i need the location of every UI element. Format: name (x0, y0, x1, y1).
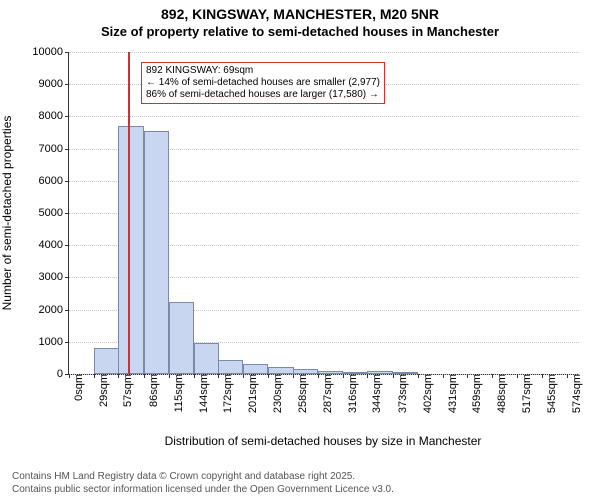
x-tick-label: 545sqm (542, 374, 558, 413)
x-tick-label: 230sqm (268, 374, 284, 413)
y-tick-label: 6000 (39, 175, 69, 187)
x-tick-label: 316sqm (343, 374, 359, 413)
histogram-bar (218, 360, 243, 374)
chart-title-sub: Size of property relative to semi-detach… (0, 24, 600, 39)
histogram-bar (194, 343, 219, 374)
x-tick-label: 0sqm (69, 374, 85, 401)
y-tick-label: 1000 (39, 336, 69, 348)
y-tick-label: 10000 (32, 46, 69, 58)
annotation-line: 86% of semi-detached houses are larger (… (146, 89, 380, 101)
x-tick-label: 57sqm (118, 374, 134, 407)
x-tick-label: 574sqm (567, 374, 583, 413)
gridline (69, 52, 579, 53)
x-tick-label: 258sqm (293, 374, 309, 413)
x-tick-label: 373sqm (393, 374, 409, 413)
x-tick-label: 517sqm (517, 374, 533, 413)
annotation-box: 892 KINGSWAY: 69sqm← 14% of semi-detache… (141, 62, 385, 104)
x-tick-label: 144sqm (194, 374, 210, 413)
x-tick-label: 431sqm (443, 374, 459, 413)
footer-line-2: Contains public sector information licen… (12, 483, 394, 496)
annotation-line: 892 KINGSWAY: 69sqm (146, 65, 380, 77)
y-axis-title: Number of semi-detached properties (0, 116, 14, 311)
x-axis-title: Distribution of semi-detached houses by … (68, 434, 578, 448)
x-tick-label: 29sqm (94, 374, 110, 407)
x-tick-label: 86sqm (144, 374, 160, 407)
y-tick-label: 2000 (39, 304, 69, 316)
x-tick-label: 344sqm (367, 374, 383, 413)
footer-attribution: Contains HM Land Registry data © Crown c… (12, 470, 394, 496)
x-tick-label: 172sqm (218, 374, 234, 413)
y-tick-label: 7000 (39, 143, 69, 155)
footer-line-1: Contains HM Land Registry data © Crown c… (12, 470, 394, 483)
histogram-bar (118, 126, 143, 374)
x-tick-label: 488sqm (492, 374, 508, 413)
x-tick-label: 459sqm (467, 374, 483, 413)
x-tick-label: 115sqm (169, 374, 185, 412)
chart-title-main: 892, KINGSWAY, MANCHESTER, M20 5NR (0, 6, 600, 22)
histogram-bar (169, 302, 194, 374)
chart-container: 892, KINGSWAY, MANCHESTER, M20 5NR Size … (0, 0, 600, 500)
x-tick-label: 402sqm (418, 374, 434, 413)
histogram-bar (243, 364, 268, 374)
y-tick-label: 4000 (39, 239, 69, 251)
histogram-bar (94, 348, 119, 374)
x-tick-label: 287sqm (318, 374, 334, 413)
reference-line (128, 52, 130, 374)
y-tick-label: 9000 (39, 78, 69, 90)
gridline (69, 116, 579, 117)
y-tick-label: 8000 (39, 110, 69, 122)
annotation-line: ← 14% of semi-detached houses are smalle… (146, 77, 380, 89)
y-tick-label: 3000 (39, 271, 69, 283)
y-tick-label: 0 (57, 368, 69, 380)
y-tick-label: 5000 (39, 207, 69, 219)
histogram-bar (144, 131, 169, 374)
x-tick-label: 201sqm (243, 374, 259, 413)
plot-area: 0100020003000400050006000700080009000100… (68, 52, 579, 375)
histogram-bar (268, 367, 293, 374)
